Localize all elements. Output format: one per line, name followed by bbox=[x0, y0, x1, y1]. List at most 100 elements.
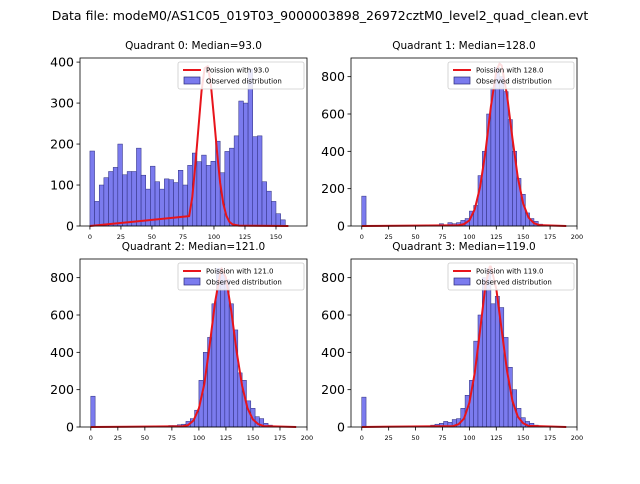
histogram-bar bbox=[205, 165, 212, 227]
y-tick-label: 800 bbox=[321, 69, 345, 84]
histogram-bar bbox=[112, 167, 119, 227]
legend-box bbox=[447, 262, 575, 291]
y-tick-label: 200 bbox=[321, 181, 345, 196]
histogram-bar bbox=[266, 190, 272, 227]
histogram-bar bbox=[122, 174, 128, 227]
panel-title: Quadrant 0: Median=93.0 bbox=[125, 40, 262, 52]
x-tick-label: 75 bbox=[438, 434, 446, 442]
axes-frame bbox=[79, 57, 308, 227]
histogram-bar bbox=[261, 181, 267, 227]
histogram-bar bbox=[247, 68, 253, 227]
x-tick-label: 25 bbox=[114, 434, 122, 442]
y-tick-label: 200 bbox=[50, 137, 74, 152]
histogram-bar bbox=[150, 165, 156, 227]
axes-frame bbox=[350, 258, 578, 428]
y-tick-label: 200 bbox=[321, 382, 345, 397]
histogram-bar bbox=[252, 136, 258, 227]
histogram-bar bbox=[182, 184, 188, 227]
histogram-bar bbox=[136, 147, 142, 227]
histogram-bar bbox=[159, 188, 165, 227]
x-tick-label: 200 bbox=[301, 434, 313, 442]
histogram-bar bbox=[117, 143, 123, 227]
histogram-bar bbox=[94, 201, 100, 227]
x-tick-label: 100 bbox=[193, 434, 205, 442]
histogram-bar bbox=[490, 303, 496, 428]
y-tick-label: 600 bbox=[321, 107, 345, 122]
panel-title: Quadrant 2: Median=121.0 bbox=[122, 241, 265, 253]
y-tick-label: 800 bbox=[50, 270, 74, 285]
figure-suptitle: Data file: modeM0/AS1C05_019T03_90000038… bbox=[51, 8, 589, 23]
legend: Poission with 128.0 Observed distribution bbox=[447, 61, 575, 90]
histogram-bar bbox=[173, 182, 179, 227]
histogram-bar bbox=[233, 135, 240, 227]
y-tick-label: 400 bbox=[50, 55, 74, 70]
x-tick-label: 125 bbox=[490, 434, 502, 442]
legend-bar-swatch bbox=[183, 277, 201, 286]
legend-box bbox=[447, 61, 575, 90]
axes-frame bbox=[350, 57, 578, 227]
legend-entry-poisson: Poission with 93.0 bbox=[206, 67, 269, 75]
legend-entry-observed: Observed distribution bbox=[206, 78, 282, 86]
legend-bar-swatch bbox=[183, 76, 201, 85]
histogram-bar bbox=[229, 147, 235, 227]
histogram-bar bbox=[98, 184, 105, 227]
legend-box bbox=[177, 61, 305, 90]
x-tick-label: 150 bbox=[247, 434, 259, 442]
x-tick-label: 25 bbox=[385, 233, 393, 241]
x-tick-label: 150 bbox=[270, 233, 282, 241]
histogram-bar bbox=[131, 171, 137, 227]
x-tick-label: 100 bbox=[208, 233, 220, 241]
x-tick-label: 50 bbox=[141, 434, 149, 442]
x-tick-label: 175 bbox=[544, 233, 556, 241]
histogram-bar bbox=[90, 395, 96, 428]
histogram-bar bbox=[140, 174, 146, 227]
histogram-bar bbox=[126, 171, 133, 227]
panel-quadrant-2: Quadrant 2: Median=121.0 0 25 50 75 100 125 150… bbox=[50, 241, 313, 442]
panel-title: Quadrant 1: Median=128.0 bbox=[392, 40, 535, 52]
histogram-bar bbox=[103, 177, 109, 227]
y-tick-label: 200 bbox=[50, 382, 74, 397]
x-tick-label: 25 bbox=[117, 233, 125, 241]
x-tick-label: 75 bbox=[179, 233, 187, 241]
legend: Poission with 119.0 Observed distribution bbox=[447, 262, 575, 291]
histogram-bar bbox=[503, 91, 509, 227]
y-tick-label: 600 bbox=[50, 308, 74, 323]
x-tick-label: 25 bbox=[385, 434, 393, 442]
legend-bar-swatch bbox=[453, 76, 471, 85]
x-tick-label: 0 bbox=[89, 434, 93, 442]
legend-entry-poisson: Poission with 121.0 bbox=[206, 268, 274, 276]
x-tick-label: 0 bbox=[88, 233, 92, 241]
y-tick-label: 600 bbox=[321, 308, 345, 323]
y-tick-label: 0 bbox=[66, 420, 74, 435]
y-tick-label: 0 bbox=[337, 219, 345, 234]
histogram-bar bbox=[361, 195, 367, 227]
y-tick-label: 0 bbox=[66, 219, 74, 234]
histogram-bar bbox=[238, 100, 244, 227]
y-tick-label: 100 bbox=[50, 178, 74, 193]
legend-entry-observed: Observed distribution bbox=[206, 279, 282, 287]
poisson-curve bbox=[90, 267, 297, 428]
x-tick-label: 175 bbox=[274, 434, 286, 442]
histogram-bar bbox=[271, 201, 277, 227]
histogram-bar bbox=[499, 76, 505, 227]
histogram-bar bbox=[224, 279, 230, 428]
x-tick-label: 125 bbox=[239, 233, 251, 241]
x-tick-label: 150 bbox=[517, 434, 529, 442]
legend-entry-poisson: Poission with 128.0 bbox=[476, 67, 544, 75]
histogram-bar bbox=[210, 161, 216, 227]
x-tick-label: 50 bbox=[148, 233, 156, 241]
legend-box bbox=[177, 262, 305, 291]
x-tick-label: 0 bbox=[360, 434, 364, 442]
poisson-curve bbox=[361, 265, 567, 428]
histogram-bar bbox=[486, 268, 492, 428]
x-tick-label: 100 bbox=[463, 233, 475, 241]
histogram-bar bbox=[275, 213, 281, 227]
y-tick-label: 400 bbox=[50, 345, 74, 360]
histogram-bar bbox=[494, 67, 500, 227]
x-tick-label: 100 bbox=[463, 434, 475, 442]
x-tick-label: 175 bbox=[544, 434, 556, 442]
histogram-bar bbox=[201, 154, 207, 227]
panel-quadrant-0: Quadrant 0: Median=93.0 0 25 50 75 100 125 150 0… bbox=[50, 40, 308, 241]
